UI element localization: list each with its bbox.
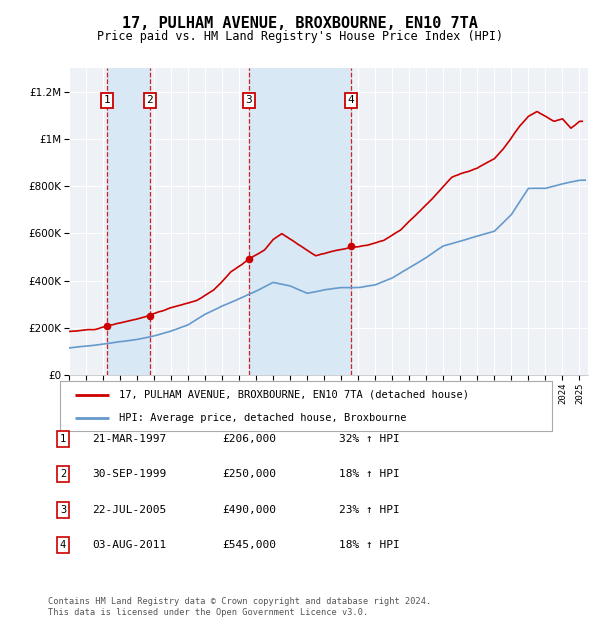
Text: £250,000: £250,000 [222,469,276,479]
Text: £490,000: £490,000 [222,505,276,515]
Text: £206,000: £206,000 [222,434,276,444]
Text: 2: 2 [60,469,66,479]
Text: 3: 3 [60,505,66,515]
Text: HPI: Average price, detached house, Broxbourne: HPI: Average price, detached house, Brox… [119,412,407,422]
Text: 4: 4 [60,540,66,550]
Text: £545,000: £545,000 [222,540,276,550]
Text: 17, PULHAM AVENUE, BROXBOURNE, EN10 7TA (detached house): 17, PULHAM AVENUE, BROXBOURNE, EN10 7TA … [119,390,469,400]
Text: 1: 1 [60,434,66,444]
Text: 32% ↑ HPI: 32% ↑ HPI [338,434,400,444]
Text: Contains HM Land Registry data © Crown copyright and database right 2024.
This d: Contains HM Land Registry data © Crown c… [48,598,431,617]
Text: 22-JUL-2005: 22-JUL-2005 [92,505,166,515]
Text: 03-AUG-2011: 03-AUG-2011 [92,540,166,550]
Text: 17, PULHAM AVENUE, BROXBOURNE, EN10 7TA: 17, PULHAM AVENUE, BROXBOURNE, EN10 7TA [122,16,478,30]
Text: Price paid vs. HM Land Registry's House Price Index (HPI): Price paid vs. HM Land Registry's House … [97,30,503,43]
Text: 30-SEP-1999: 30-SEP-1999 [92,469,166,479]
Text: 23% ↑ HPI: 23% ↑ HPI [338,505,400,515]
Text: 2: 2 [146,95,153,105]
Text: 18% ↑ HPI: 18% ↑ HPI [338,469,400,479]
Text: 4: 4 [348,95,355,105]
Bar [248,68,352,375]
Text: 21-MAR-1997: 21-MAR-1997 [92,434,166,444]
Text: 18% ↑ HPI: 18% ↑ HPI [338,540,400,550]
Text: 3: 3 [245,95,252,105]
Text: 1: 1 [103,95,110,105]
Bar [107,68,150,375]
